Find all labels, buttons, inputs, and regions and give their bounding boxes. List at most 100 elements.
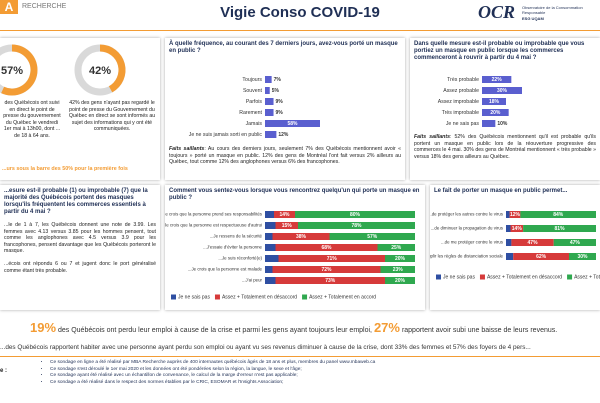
benefits-panel: Le fait de porter un masque en public pe… xyxy=(430,185,600,310)
bar-segment xyxy=(295,211,415,218)
rating-panel: ...esure est-il probable (1) ou improbab… xyxy=(0,185,160,310)
value-label: 12% xyxy=(510,212,521,218)
bar xyxy=(482,98,506,105)
category-label: Parfois xyxy=(246,99,263,105)
donut-label: 42% xyxy=(89,65,111,77)
bar xyxy=(265,87,270,94)
bar-segment xyxy=(278,255,385,262)
category-label: ...de diminuer la propagation du virus xyxy=(431,226,504,231)
bar-segment xyxy=(272,266,381,273)
bar-segment xyxy=(265,266,273,273)
bar-segment xyxy=(265,255,279,262)
bar-segment xyxy=(272,233,330,240)
ocr-logo: OCR xyxy=(478,2,516,22)
notes-label: e : xyxy=(0,368,8,374)
bar-segment xyxy=(265,222,276,229)
donut-arc xyxy=(99,44,126,93)
bar-segment xyxy=(509,211,521,218)
chart: ...Je crois que la personne prend ses re… xyxy=(165,211,415,300)
value-label: 14% xyxy=(512,226,523,232)
donut-label: 57% xyxy=(1,65,23,77)
category-label: ...Je ressens de la sécurité xyxy=(210,234,263,239)
category-label: Jamais xyxy=(246,121,263,127)
category-label: Je ne suis jamais sorti en public xyxy=(189,132,263,138)
chart: ...de protéger les autres contre le viru… xyxy=(430,211,600,280)
bar xyxy=(265,98,274,105)
press-left-text: des Québécois ont suivi en direct le poi… xyxy=(3,100,61,139)
bar-segment xyxy=(506,239,512,246)
chart-title: Dans quelle mesure est-il probable ou im… xyxy=(414,41,585,61)
legend-label: Assez + Totalement en désaccord xyxy=(222,294,297,300)
chart-title: À quelle fréquence, au courant des 7 der… xyxy=(169,41,398,54)
value-label: 22% xyxy=(492,77,503,83)
category-label: ...Je crois que la personne prend ses re… xyxy=(165,212,263,217)
bar xyxy=(265,76,272,83)
bar-segment xyxy=(329,233,415,240)
press-note: ...urs sous la barre des 50% pour la pre… xyxy=(2,166,128,172)
bottom-line: 19% des Québécois ont perdu leur emploi … xyxy=(30,320,600,335)
value-label: 23% xyxy=(393,267,404,273)
legend-swatch xyxy=(214,294,220,300)
notes-list: Ce sondage en ligne a été réalisé par MB… xyxy=(40,360,600,386)
bottom-text: des Québécois ont perdu leur emploi à ca… xyxy=(57,327,372,334)
value-label: 30% xyxy=(497,88,508,94)
highlights-label: Faits saillants xyxy=(169,146,205,152)
legend-swatch xyxy=(436,274,441,280)
value-label: 20% xyxy=(395,256,406,262)
bar-segment xyxy=(513,253,569,260)
value-label: 20% xyxy=(395,278,406,284)
header-rule xyxy=(0,30,600,31)
bottom-text: rapportent avoir subi une baisse de leur… xyxy=(401,327,558,334)
category-label: ...de protéger les autres contre le viru… xyxy=(430,212,504,217)
value-label: 68% xyxy=(321,245,332,251)
category-label: Assez probable xyxy=(443,88,479,94)
category-label: Je ne sais pas xyxy=(446,121,480,127)
value-label: 18% xyxy=(489,99,500,105)
legend-label: Je ne sais pas xyxy=(443,274,475,280)
highlights: Faits saillants: Au cours des derniers j… xyxy=(165,146,405,166)
bar-segment xyxy=(520,211,596,218)
category-label: Rarement xyxy=(239,110,262,116)
donut-arc xyxy=(1,44,38,96)
value-label: 73% xyxy=(325,278,336,284)
ocr-school: ESG UQAM xyxy=(522,16,544,21)
category-label: Très improbable xyxy=(442,110,479,116)
bar-segment xyxy=(385,255,415,262)
bar xyxy=(482,120,496,127)
bar-segment xyxy=(265,277,276,284)
value-label: 20% xyxy=(490,110,501,116)
category-label: ...de me protéger contre le virus xyxy=(441,240,504,245)
bar-segment xyxy=(385,277,415,284)
value-label: 30% xyxy=(577,254,588,260)
bar xyxy=(265,131,277,138)
press-panel: 57% 42% des Québécois ont suivi en direct… xyxy=(0,38,160,180)
bar-segment xyxy=(275,222,298,229)
bar-segment xyxy=(506,253,514,260)
category-label: ...Je crois que la personne est malade xyxy=(188,267,263,272)
value-label: 71% xyxy=(327,256,338,262)
category-label: Toujours xyxy=(242,77,262,83)
logo-text: RECHERCHE xyxy=(22,3,67,10)
value-label: 10% xyxy=(497,121,508,127)
note-item: Ce sondage en ligne a été réalisé par MB… xyxy=(50,360,600,367)
bar-segment xyxy=(506,225,511,232)
chart-title: Le fait de porter un masque en public pe… xyxy=(434,188,568,194)
value-label: 58% xyxy=(287,121,298,127)
legend-swatch xyxy=(567,274,573,280)
bar-segment xyxy=(569,253,596,260)
category-label: ...J'ai peur xyxy=(242,278,263,283)
bar xyxy=(482,76,512,83)
highlights-text: : 52% des Québécois mentionnent qu'il es… xyxy=(414,134,596,160)
bar xyxy=(482,109,509,116)
bar-segment xyxy=(275,277,385,284)
bar-segment xyxy=(275,244,378,251)
bottom-rule xyxy=(0,356,600,357)
bar xyxy=(265,120,320,127)
value-label: 80% xyxy=(350,212,361,218)
rating-text: ...écois ont répondu 6 ou 7 et jugent do… xyxy=(4,260,156,274)
rating-text: ...le de 1 à 7, les Québécois donnent un… xyxy=(4,222,156,255)
value-label: 9% xyxy=(276,110,284,116)
chart: Très probable 22% Assez probable 30% Assez i… xyxy=(438,76,522,127)
highlights-label: Faits saillants xyxy=(414,134,450,140)
